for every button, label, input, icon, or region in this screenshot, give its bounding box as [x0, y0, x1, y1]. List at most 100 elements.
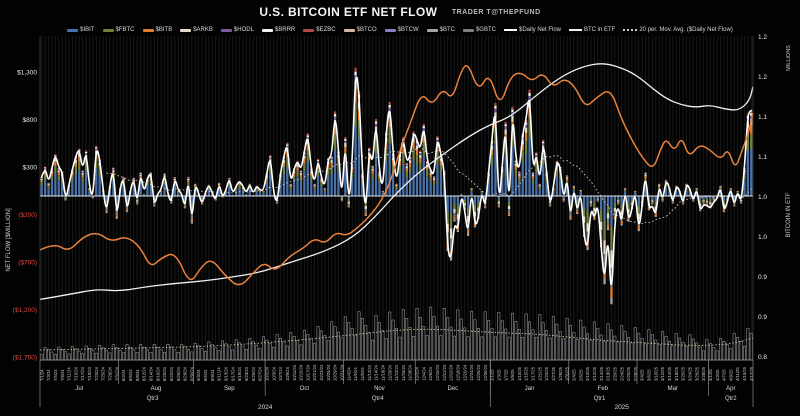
x-axis-date-tick: 12/10/24 — [435, 364, 440, 381]
x-axis-date-tick: 9/27/24 — [258, 366, 263, 381]
x-axis-date-tick: 10/9/24 — [285, 366, 290, 381]
legend-label: $Daily Net Flow — [518, 27, 561, 33]
x-axis-date-tick: 7/11/24 — [67, 367, 72, 381]
x-axis-date-tick: 1/1/25 — [490, 369, 495, 381]
x-axis-month-label: Oct — [300, 386, 310, 392]
right-axis-title: BITCOIN IN ETF — [786, 192, 792, 237]
legend-label: $GBTC — [475, 27, 496, 33]
x-axis-date-tick: 7/9/24 — [60, 369, 65, 381]
left-axis: $1,300 $800 $300 ($200) ($700) ($1,200) ($1,70… — [13, 70, 38, 362]
title-row: U.S. BITCOIN ETF NET FLOW TRADER T@THEPF… — [0, 3, 800, 21]
legend-item-gbtc: $GBTC — [462, 27, 496, 33]
right-axis-tick: 0.8 — [758, 354, 767, 361]
volume-average-dotted-line — [39, 328, 754, 351]
x-axis-date-tick: 7/17/24 — [80, 366, 85, 381]
x-axis-date-tick: 3/18/25 — [674, 366, 679, 381]
x-axis-date-tick: 2/26/25 — [626, 366, 631, 381]
x-axis-date-tick: 1/31/25 — [565, 366, 570, 381]
legend-label: $EZBC — [316, 27, 336, 33]
x-axis-date-tick: 11/26/24 — [401, 364, 406, 381]
legend-label: $BITB — [155, 27, 173, 33]
legend-label: $IBIT — [80, 27, 95, 33]
x-axis-month-label: Nov — [374, 386, 385, 392]
x-axis-date-tick: 12/26/24 — [476, 364, 481, 381]
x-axis-date-tick: 3/20/25 — [681, 366, 686, 381]
x-axis-date-tick: 11/28/24 — [408, 364, 413, 381]
x-axis-date-tick: 7/25/24 — [101, 366, 106, 381]
legend-swatch-icon — [220, 28, 232, 32]
x-axis-date-tick: 4/7/25 — [722, 369, 727, 381]
x-axis-month-label: Jan — [525, 386, 535, 392]
x-axis-date-tick: 2/14/25 — [599, 366, 604, 381]
chart-title: U.S. BITCOIN ETF NET FLOW — [259, 5, 438, 19]
legend-item-btc: $BTC — [426, 27, 455, 33]
left-axis-tick: $300 — [23, 165, 38, 172]
right-axis-unit-label: MILLIONS — [786, 45, 792, 71]
x-axis-date-tick: 7/31/24 — [114, 366, 119, 381]
x-axis-date-tick: 10/23/24 — [319, 364, 324, 381]
right-axis-tick: 1.0 — [758, 194, 767, 201]
x-axis-date-tick: 1/27/25 — [551, 366, 556, 381]
x-axis-date-tick: 12/20/24 — [462, 364, 467, 381]
legend-swatch-icon — [426, 28, 438, 32]
x-axis-date-tick: 10/31/24 — [340, 364, 345, 381]
x-axis-date-tick: 10/1/24 — [265, 366, 270, 381]
legend-swatch-icon — [67, 28, 79, 32]
legend-swatch-icon — [142, 28, 154, 32]
x-axis-date-tick: 11/18/24 — [381, 364, 386, 381]
right-axis-tick: 1.2 — [758, 74, 767, 81]
x-axis-date-tick: 4/17/25 — [749, 366, 754, 381]
x-axis-date-tick: 10/25/24 — [326, 364, 331, 381]
x-axis-month-label: Feb — [598, 386, 609, 392]
legend-swatch-icon — [503, 29, 517, 31]
x-axis-date-tick: 9/23/24 — [244, 366, 249, 381]
x-axis-date-tick: 9/9/24 — [210, 369, 215, 381]
left-axis-tick: ($1,200) — [13, 307, 37, 314]
x-axis-date-tick: 7/19/24 — [87, 366, 92, 381]
x-axis-month-label: Jul — [75, 386, 83, 392]
left-axis-tick: $800 — [23, 117, 38, 124]
x-axis-date-tick: 4/11/25 — [735, 367, 740, 381]
x-axis-date-tick: 8/20/24 — [162, 366, 167, 381]
x-axis-date-tick: 1/23/25 — [544, 366, 549, 381]
x-axis-date-tick: 1/17/25 — [531, 366, 536, 381]
legend-label: $BTCW — [397, 27, 419, 33]
legend-item-brrr: $BRRR — [261, 27, 295, 33]
x-axis-date-tick: 10/3/24 — [271, 366, 276, 381]
x-axis-date-tick: 7/15/24 — [73, 366, 78, 381]
x-axis-date-tick: 9/13/24 — [224, 366, 229, 381]
x-axis-month-label: Dec — [447, 386, 458, 392]
x-axis-date-tick: 8/28/24 — [183, 366, 188, 381]
x-axis-date-tick: 3/26/25 — [694, 366, 699, 381]
x-axis-date-tick: 8/2/24 — [121, 369, 126, 381]
x-axis-date-tick: 10/7/24 — [278, 366, 283, 381]
x-axis-date-tick: 3/6/25 — [647, 369, 652, 381]
legend-label: $FBTC — [115, 27, 135, 33]
x-axis-date-tick: 11/14/24 — [374, 364, 379, 381]
x-axis-date-tick: 12/30/24 — [483, 364, 488, 381]
left-axis-tick: ($700) — [18, 260, 37, 267]
legend-swatch-icon — [462, 28, 474, 32]
x-axis-date-tick: 8/6/24 — [128, 369, 133, 381]
x-axis-date-tick: 10/15/24 — [299, 364, 304, 381]
x-axis-date-tick: 11/20/24 — [387, 364, 392, 381]
x-axis-date-tick: 8/26/24 — [176, 366, 181, 381]
x-axis-year-label: 2024 — [258, 404, 273, 411]
x-axis-date-tick: 3/14/25 — [667, 366, 672, 381]
x-axis-date-tick: 9/19/24 — [237, 366, 242, 381]
legend-label: $HODL — [233, 27, 254, 33]
x-axis-date-tick: 2/20/25 — [612, 366, 617, 381]
x-axis-date-tick: 2/12/25 — [592, 366, 597, 381]
x-axis-date-tick: 2/4/25 — [572, 369, 577, 381]
right-axis-tick: 1.0 — [758, 234, 767, 241]
x-axis-year-label: 2025 — [614, 404, 629, 411]
x-axis-date-tick: 7/29/24 — [108, 366, 113, 381]
left-axis-tick: $1,300 — [17, 70, 37, 77]
x-axis-date-tick: 12/24/24 — [469, 364, 474, 381]
legend-item-hodl: $HODL — [220, 27, 254, 33]
legend-item-btc-in-etf: BTC in ETF — [569, 27, 615, 33]
x-axis-quarter-label: Qtr2 — [725, 396, 737, 402]
left-axis-tick: ($200) — [18, 212, 37, 219]
legend-label: $BTCO — [356, 27, 377, 33]
x-axis-date-tick: 9/17/24 — [230, 366, 235, 381]
